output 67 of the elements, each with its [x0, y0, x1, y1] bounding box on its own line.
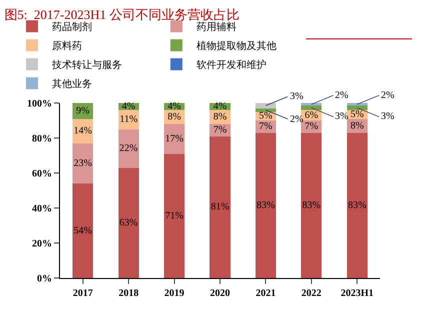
y-tick-label: 40% — [32, 204, 52, 214]
data-label: 5% — [259, 110, 272, 122]
y-tick-label: 60% — [32, 168, 52, 180]
data-label: 4% — [213, 101, 227, 112]
y-tick-label: 20% — [32, 238, 52, 250]
data-label: 7% — [259, 121, 272, 132]
bar — [301, 132, 322, 278]
y-tick-label: 100% — [27, 98, 52, 110]
y-tick-label: 80% — [32, 134, 52, 144]
data-label: 2% — [381, 90, 394, 101]
legend-label: 植物提取物及其他 — [196, 40, 276, 52]
data-label: 7% — [213, 124, 227, 136]
data-label: 4% — [122, 101, 136, 112]
data-label: 83% — [256, 200, 275, 211]
data-label: 4% — [168, 101, 181, 112]
data-label: 3% — [335, 111, 348, 122]
legend-label: 药品制剂 — [52, 21, 92, 34]
x-tick-label: 2022 — [301, 288, 322, 299]
data-label: 23% — [74, 158, 92, 169]
x-tick-label: 2021 — [256, 288, 276, 299]
data-label: 8% — [213, 112, 227, 122]
legend-label: 软件开发和维护 — [196, 59, 266, 72]
data-label: 71% — [165, 210, 184, 222]
bar — [301, 103, 322, 106]
bar — [72, 184, 94, 278]
x-tick-label: 2018 — [118, 288, 139, 299]
data-label: 3% — [381, 111, 394, 122]
x-tick-label: 2020 — [210, 288, 230, 299]
data-label: 8% — [168, 112, 181, 122]
data-label: 5% — [350, 108, 364, 120]
legend-label: 原料药 — [52, 40, 82, 52]
data-label: 54% — [74, 225, 92, 236]
data-label: 14% — [74, 126, 92, 136]
chart-title: 图5: 2017-2023H1 公司不同业务营收占比 — [4, 6, 240, 22]
data-label: 6% — [304, 110, 318, 121]
data-label: 2% — [290, 114, 304, 125]
bar — [346, 132, 368, 278]
data-label: 63% — [119, 217, 138, 228]
data-label: 83% — [302, 200, 321, 211]
x-tick-label: 2023H1 — [340, 288, 374, 299]
bar — [255, 108, 276, 112]
x-tick-label: 2019 — [164, 288, 184, 299]
data-label: 9% — [76, 105, 90, 116]
data-label: 83% — [348, 200, 366, 211]
data-label: 11% — [120, 114, 138, 126]
x-tick-label: 2017 — [72, 288, 93, 299]
data-label: 7% — [304, 121, 318, 132]
bar — [210, 136, 230, 278]
bar — [255, 103, 276, 108]
bar — [255, 132, 276, 278]
data-label: 8% — [350, 120, 364, 132]
bar — [346, 106, 368, 110]
data-label: 17% — [165, 133, 184, 144]
bar — [118, 129, 139, 168]
legend-label: 其他业务 — [52, 78, 92, 90]
legend-label: 技术转让与服务 — [51, 59, 122, 72]
data-label: 3% — [290, 91, 304, 102]
bar — [164, 154, 185, 278]
bar — [164, 124, 185, 154]
data-label: 2% — [335, 90, 348, 101]
y-tick-label: 0% — [37, 274, 52, 284]
data-label: 81% — [210, 202, 230, 213]
bar — [118, 168, 139, 278]
data-label: 22% — [119, 143, 138, 154]
legend-label: 药用辅料 — [196, 21, 236, 34]
bar — [301, 106, 322, 110]
bar — [72, 143, 94, 184]
